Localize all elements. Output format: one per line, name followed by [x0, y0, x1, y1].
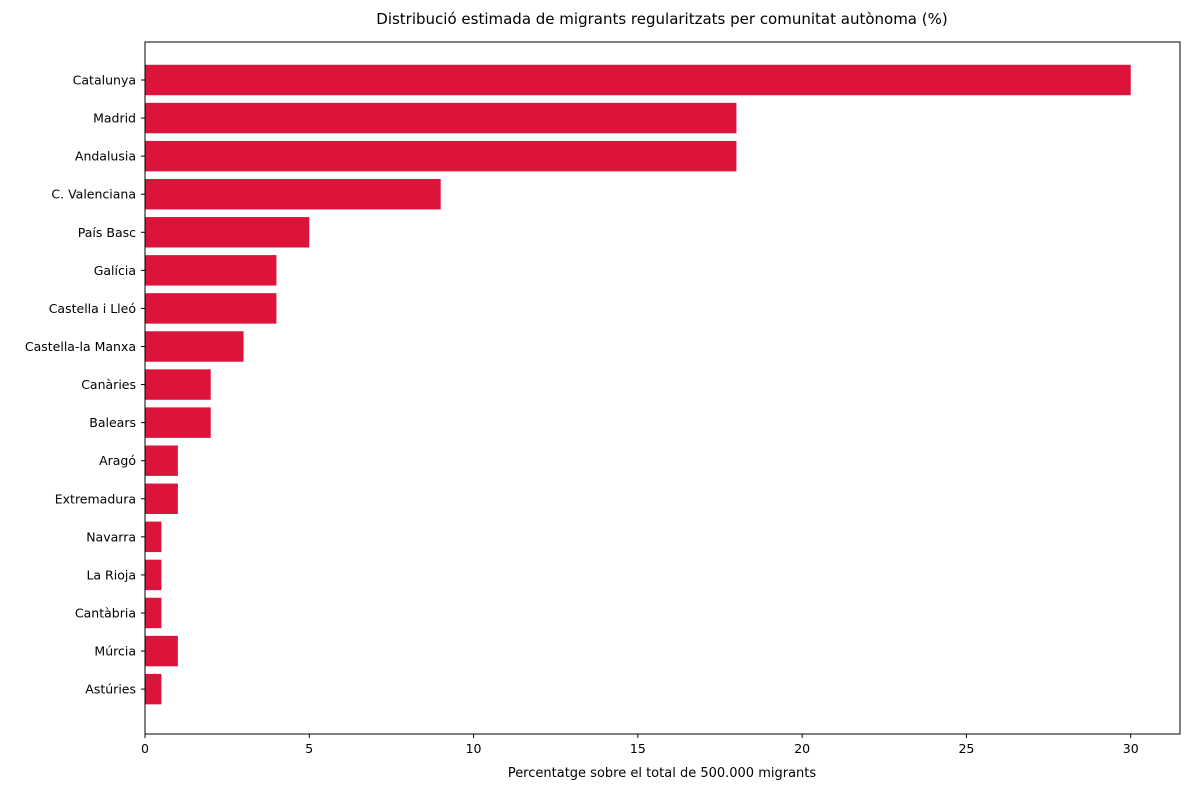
y-tick-label: Canàries [81, 377, 136, 392]
y-tick-label: Castella-la Manxa [25, 339, 136, 354]
bar [145, 331, 244, 361]
x-tick-label: 10 [466, 741, 482, 756]
y-tick-label: Aragó [99, 453, 136, 468]
x-tick-label: 25 [958, 741, 974, 756]
bar [145, 407, 211, 437]
bar [145, 103, 736, 133]
y-tick-label: Múrcia [94, 644, 136, 659]
bar [145, 445, 178, 475]
y-axis-ticks: Catalunya Madrid Andalusia C. Valenciana Paí… [25, 73, 145, 697]
bar [145, 484, 178, 514]
x-axis-label: Percentatge sobre el total de 500.000 mi… [508, 766, 817, 781]
bar [145, 369, 211, 399]
bar [145, 674, 161, 704]
y-tick-label: Astúries [85, 682, 136, 697]
x-tick-label: 0 [141, 741, 149, 756]
y-tick-label: C. Valenciana [51, 187, 136, 202]
y-tick-label: Catalunya [73, 73, 136, 88]
x-tick-label: 30 [1123, 741, 1139, 756]
bar [145, 598, 161, 628]
x-tick-label: 5 [305, 741, 313, 756]
y-tick-label: Cantàbria [75, 605, 136, 620]
bars-group [145, 65, 1131, 705]
bar [145, 522, 161, 552]
y-tick-label: La Rioja [86, 567, 136, 582]
y-tick-label: Galícia [94, 263, 136, 278]
y-tick-label: Extremadura [55, 491, 136, 506]
x-tick-label: 20 [794, 741, 810, 756]
bar [145, 255, 276, 285]
bar [145, 217, 309, 247]
x-axis-ticks: 0 5 10 15 20 25 30 [141, 734, 1139, 756]
bar [145, 636, 178, 666]
y-tick-label: Andalusia [75, 149, 136, 164]
y-tick-label: Navarra [86, 529, 136, 544]
y-tick-label: Madrid [93, 111, 136, 126]
bar [145, 65, 1131, 95]
y-tick-label: Balears [89, 415, 136, 430]
bar [145, 293, 276, 323]
bar [145, 141, 736, 171]
bar [145, 560, 161, 590]
x-tick-label: 15 [630, 741, 646, 756]
y-tick-label: País Basc [78, 225, 136, 240]
chart-title: Distribució estimada de migrants regular… [376, 10, 947, 28]
bar [145, 179, 441, 209]
y-tick-label: Castella i Lleó [49, 301, 136, 316]
